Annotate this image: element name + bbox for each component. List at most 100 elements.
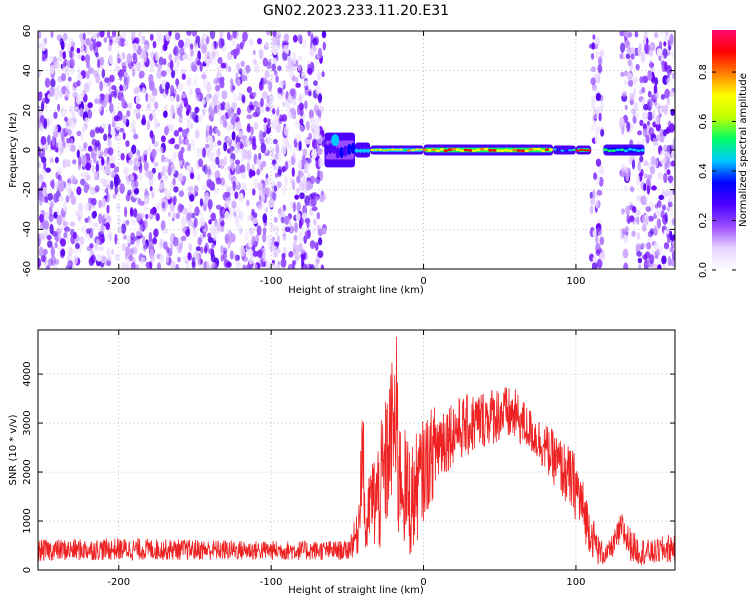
signal-band-core xyxy=(636,149,641,153)
spectrogram-noise-cell xyxy=(143,161,149,171)
spectrogram-noise-cell xyxy=(249,101,254,109)
spectrogram-noise-cell xyxy=(79,91,85,98)
spectrogram-noise-cell xyxy=(62,221,69,227)
spectrogram-noise-cell xyxy=(121,96,125,107)
spectrogram-noise-cell xyxy=(664,61,668,72)
spectrogram-noise-cell xyxy=(592,229,597,237)
spectrogram-noise-cell xyxy=(215,50,219,57)
spectrogram-noise-cell xyxy=(56,84,62,92)
spectrogram-noise-cell xyxy=(178,150,184,161)
spectrogram-noise-cell xyxy=(170,163,175,170)
spectrogram-noise-cell xyxy=(216,66,222,73)
spectrogram-noise-cell xyxy=(318,237,323,246)
spectrogram-noise-cell xyxy=(116,134,122,143)
spectrogram-noise-cell xyxy=(67,129,72,136)
spectrogram-noise-cell xyxy=(317,250,324,258)
spectrogram-noise-cell xyxy=(119,84,123,91)
spectrogram-noise-cell xyxy=(208,125,213,137)
spectrogram-noise-cell xyxy=(87,80,92,86)
spectrogram-noise-cell xyxy=(322,41,326,51)
spectrogram-noise-cell xyxy=(86,62,91,69)
spectrogram-noise-cell xyxy=(277,65,282,72)
spectrogram-noise-cell xyxy=(170,261,176,269)
spectrogram-noise-cell xyxy=(252,91,257,98)
spectrogram-noise-cell xyxy=(637,46,642,56)
spectrogram-noise-cell xyxy=(204,143,210,149)
spectrogram-noise-cell xyxy=(121,223,127,235)
spectrogram-noise-cell xyxy=(159,146,164,154)
spectrogram-noise-cell xyxy=(38,146,41,157)
spectrogram-noise-cell xyxy=(219,31,224,39)
spectrogram-noise-cell xyxy=(175,78,180,86)
spectrogram-noise-cell xyxy=(95,170,100,180)
spectrogram-noise-cell xyxy=(315,176,321,184)
spectrogram-noise-cell xyxy=(178,39,184,49)
snr-x-tick-label: 100 xyxy=(566,577,585,588)
spectrogram-noise-cell xyxy=(104,93,110,104)
spectrogram-noise-cell xyxy=(260,105,265,114)
spectrogram-noise-cell xyxy=(211,56,217,65)
spectrogram-noise-cell xyxy=(253,263,258,269)
spectrogram-noise-cell xyxy=(65,195,70,203)
spectrogram-noise-cell xyxy=(191,31,198,37)
spectrogram-noise-cell xyxy=(244,231,249,242)
spectrogram-noise-cell xyxy=(163,156,169,163)
signal-band-core xyxy=(619,148,625,152)
spectrogram-noise-cell xyxy=(178,117,184,124)
spectrogram-noise-cell xyxy=(590,124,595,132)
spectrogram-noise-cell xyxy=(213,41,217,49)
spectrogram-noise-cell xyxy=(120,152,125,161)
spectrogram-noise-cell xyxy=(283,44,290,54)
spectrogram-noise-cell xyxy=(310,116,315,126)
spectrogram-noise-cell xyxy=(312,37,317,46)
spectrogram-noise-cell xyxy=(172,212,176,220)
spectrogram-noise-cell xyxy=(320,190,324,196)
spectrogram-noise-cell xyxy=(307,31,311,37)
spectrogram-noise-cell xyxy=(632,76,639,84)
spectrogram-noise-cell xyxy=(272,46,278,56)
spectrogram-noise-cell xyxy=(84,117,89,125)
spectrogram-noise-cell xyxy=(110,128,116,136)
spectrogram-noise-cell xyxy=(101,197,106,205)
spectrogram-noise-cell xyxy=(84,217,89,223)
spectrogram-noise-cell xyxy=(252,59,257,65)
spectrogram-noise-cell xyxy=(102,256,108,264)
spectrogram-noise-cell xyxy=(248,38,254,46)
spectrogram-noise-cell xyxy=(655,122,661,132)
spectrogram-noise-cell xyxy=(647,98,653,110)
spectrogram-y-axis-label: Frequency (Hz) xyxy=(8,112,19,188)
spectrogram-noise-cell xyxy=(315,261,319,269)
spectrogram-noise-cell xyxy=(98,102,102,112)
spectrogram-noise-cell xyxy=(68,246,73,257)
spectrogram-noise-cell xyxy=(207,199,213,210)
spectrogram-noise-cell xyxy=(106,215,112,224)
spectrogram-noise-cell xyxy=(143,205,148,212)
spectrogram-noise-cell xyxy=(632,206,637,213)
spectrogram-noise-cell xyxy=(146,120,151,131)
spectrogram-noise-cell xyxy=(262,187,268,195)
spectrogram-noise-cell xyxy=(660,54,665,61)
spectrogram-noise-cell xyxy=(299,217,304,226)
spectrogram-noise-cell xyxy=(640,242,646,249)
spectrogram-noise-cell xyxy=(627,72,633,81)
spectrogram-noise-cell xyxy=(594,134,598,144)
spectrogram-noise-cell xyxy=(66,88,70,95)
spectrogram-noise-cell xyxy=(647,215,654,222)
spectrogram-noise-cell xyxy=(99,31,105,38)
spectrogram-noise-cell xyxy=(275,75,279,83)
spectrogram-noise-cell xyxy=(672,137,675,147)
spectrogram-noise-cell xyxy=(128,151,134,159)
spectrogram-noise-cell xyxy=(84,54,91,64)
spectrogram-noise-cell xyxy=(646,185,651,195)
spectrogram-noise-cell xyxy=(70,144,76,152)
spectrogram-noise-cell xyxy=(225,191,231,198)
spectrogram-noise-cell xyxy=(303,80,309,87)
spectrogram-noise-cell xyxy=(38,118,41,128)
spectrogram-noise-cell xyxy=(125,219,130,226)
spectrogram-noise-cell xyxy=(154,118,158,129)
spectrogram-noise-cell xyxy=(248,227,255,235)
spectrogram-x-tick-label: 0 xyxy=(420,276,426,287)
spectrogram-noise-cell xyxy=(242,264,247,269)
spectrogram-noise-cell xyxy=(57,225,63,232)
signal-band-core xyxy=(339,146,344,159)
